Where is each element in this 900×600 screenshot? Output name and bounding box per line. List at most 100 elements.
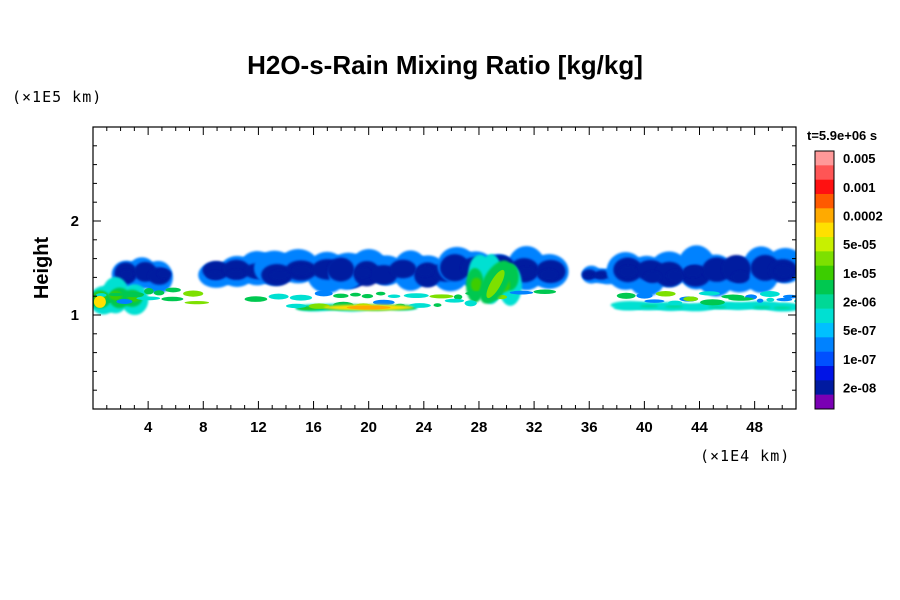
- colorbar-swatch: [815, 179, 834, 195]
- field-cell: [354, 267, 371, 278]
- colorbar-swatch: [815, 251, 834, 266]
- colorbar-swatch: [815, 151, 834, 166]
- x-tick-label: 48: [746, 419, 763, 436]
- field-streak: [433, 303, 442, 307]
- colorbar-label: 0.0002: [843, 209, 883, 224]
- colorbar-swatch: [815, 208, 834, 223]
- field-cell: [327, 257, 355, 282]
- colorbar-swatch: [815, 351, 834, 367]
- field-streak: [123, 292, 145, 298]
- field-cell: [292, 265, 312, 276]
- field-streak: [464, 300, 477, 307]
- field-streak: [372, 299, 395, 306]
- x-tick-label: 12: [250, 419, 267, 436]
- field-streak: [285, 303, 307, 309]
- field-streak: [184, 301, 210, 305]
- y-tick-label: 2: [71, 213, 79, 230]
- field-cell: [683, 265, 702, 278]
- colorbar-swatch: [815, 394, 834, 410]
- x-tick-label: 32: [526, 419, 543, 436]
- y-tick-label: 1: [71, 307, 79, 324]
- x-tick-label: 16: [305, 419, 322, 436]
- field-streak: [153, 290, 165, 296]
- colorbar-label: 5e-07: [843, 323, 876, 338]
- field-core: [486, 269, 505, 299]
- field-cell: [119, 269, 134, 279]
- field-streak: [683, 296, 699, 302]
- field-streak: [444, 298, 465, 303]
- time-label: t=5.9e+06 s: [807, 128, 877, 143]
- field-cell: [613, 304, 643, 311]
- field-streak: [161, 296, 184, 302]
- field-streak: [759, 291, 780, 297]
- field-streak: [314, 290, 333, 297]
- field-cell: [643, 270, 662, 284]
- mixing-ratio-field: [93, 245, 796, 316]
- field-streak: [268, 293, 289, 300]
- colorbar-swatch: [815, 194, 834, 209]
- field-streak: [766, 297, 775, 302]
- field-streak: [453, 294, 463, 300]
- chart-title: H2O-s-Rain Mixing Ratio [kg/kg]: [247, 50, 643, 80]
- field-cell: [470, 277, 482, 292]
- field-streak: [644, 299, 665, 303]
- field-streak: [668, 300, 683, 306]
- field-cell: [724, 303, 754, 310]
- field-streak: [429, 294, 454, 299]
- field-cell: [773, 306, 792, 310]
- field-cell: [681, 303, 711, 310]
- y-axis-title: Height: [31, 237, 53, 300]
- field-streak: [289, 294, 313, 301]
- field-streak: [782, 294, 796, 299]
- y-tick-labels: 12: [71, 213, 79, 324]
- field-cell: [592, 273, 603, 279]
- field-cell: [439, 254, 470, 282]
- field-streak: [756, 298, 764, 303]
- field-streak: [375, 291, 386, 296]
- field-cell: [389, 259, 417, 279]
- field-streak: [403, 293, 429, 299]
- field-streak: [636, 292, 653, 299]
- colorbar-swatch: [815, 222, 834, 238]
- field-cell: [665, 305, 684, 309]
- colorbar-swatch: [815, 380, 834, 395]
- field-streak: [244, 296, 268, 302]
- colorbar-label: 0.001: [843, 180, 876, 195]
- field-cell: [227, 269, 245, 279]
- x-tick-label: 36: [581, 419, 598, 436]
- field-cell: [416, 266, 434, 277]
- colorbar-swatch: [815, 323, 834, 338]
- colorbar-swatch: [815, 280, 834, 295]
- x-tick-label: 40: [636, 419, 653, 436]
- field-cell: [269, 270, 290, 281]
- field-streak: [165, 287, 181, 293]
- x-axis-unit: (×1E4 km): [700, 447, 790, 465]
- x-tick-label: 8: [199, 419, 207, 436]
- colorbar-label: 1e-07: [843, 352, 876, 367]
- field-cell: [157, 269, 172, 279]
- x-tick-label: 44: [691, 419, 708, 436]
- colorbar-frame: [814, 150, 835, 410]
- field-streak: [144, 288, 154, 295]
- plot-frame: [92, 126, 797, 410]
- field-streak: [728, 297, 754, 301]
- field-streak: [361, 293, 374, 299]
- field-cell: [206, 270, 224, 280]
- field-streak: [776, 297, 793, 302]
- field-core: [93, 295, 106, 308]
- field-cell: [708, 305, 727, 309]
- field-streak: [333, 293, 349, 299]
- field-core: [346, 305, 391, 310]
- colorbar-swatch: [815, 337, 834, 352]
- field-streak: [698, 291, 720, 296]
- field-cell: [753, 306, 771, 309]
- field-streak: [655, 291, 676, 297]
- field-cell: [517, 266, 537, 278]
- x-tick-labels: 4 8 12 16 20 24 28 32 36 40 44 48: [144, 419, 763, 436]
- x-tick-label: 28: [471, 419, 488, 436]
- y-axis-unit: (×1E5 km): [12, 88, 102, 106]
- field-streak: [616, 292, 636, 299]
- field-cell: [583, 274, 593, 280]
- field-streak: [700, 299, 725, 306]
